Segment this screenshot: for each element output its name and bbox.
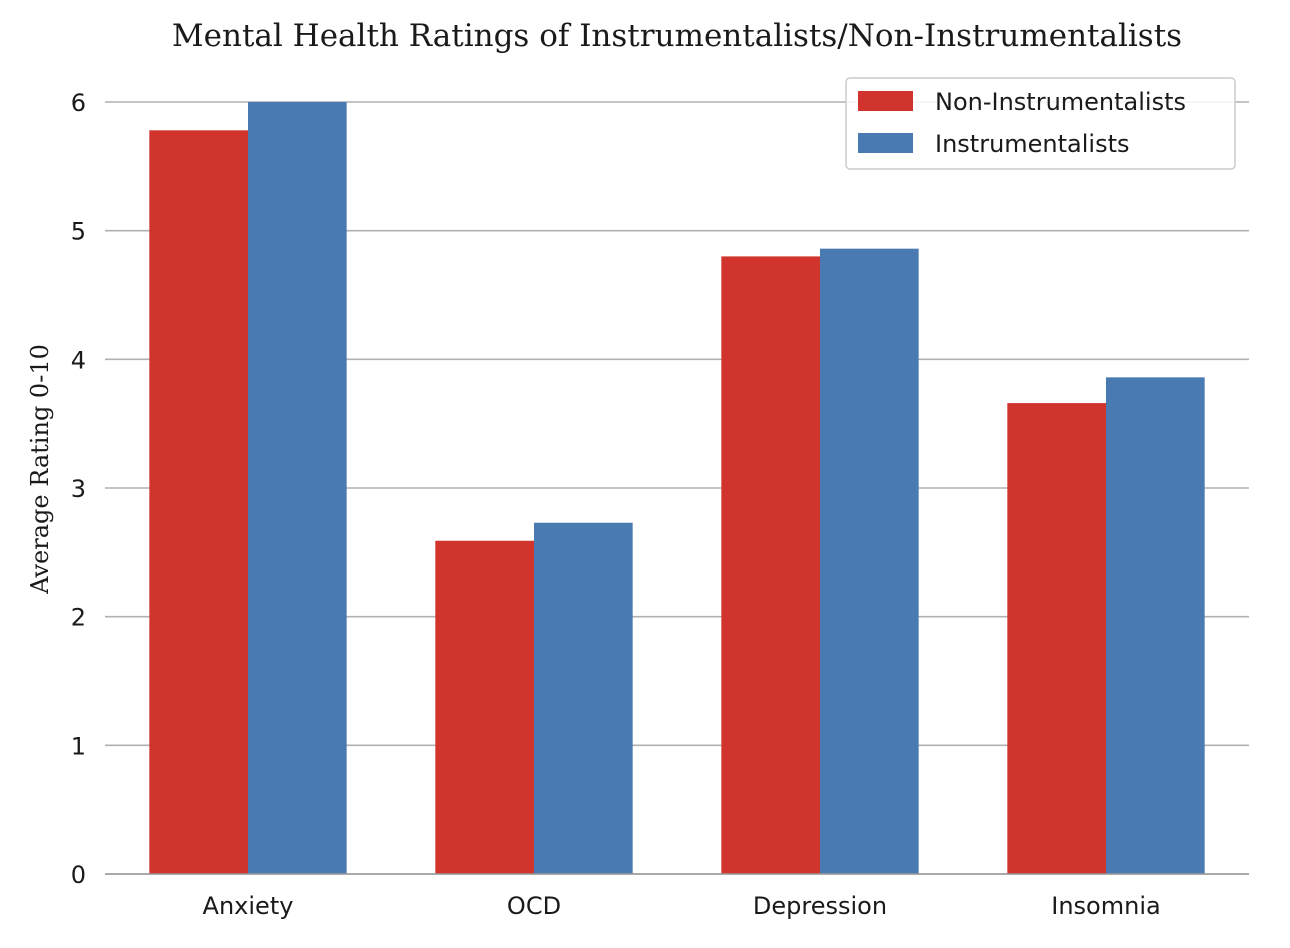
x-tick-label-depression: Depression: [753, 892, 887, 920]
y-tick-label-0: 0: [71, 861, 86, 889]
bar-ocd-non-instrumentalists: [435, 540, 534, 874]
x-tick-label-insomnia: Insomnia: [1051, 892, 1160, 920]
bar-insomnia-non-instrumentalists: [1007, 403, 1106, 874]
y-tick-label-3: 3: [71, 475, 86, 503]
y-tick-label-1: 1: [71, 732, 86, 760]
bars: [149, 102, 1205, 875]
legend-label-non-instrumentalists: Non-Instrumentalists: [935, 88, 1186, 116]
legend-swatch-instrumentalists: [858, 133, 913, 153]
y-axis-ticks: 0 1 2 3 4 5 6: [71, 89, 86, 889]
bar-depression-instrumentalists: [820, 248, 919, 874]
y-tick-label-4: 4: [71, 346, 86, 374]
x-axis-ticks: Anxiety OCD Depression Insomnia: [105, 873, 1249, 920]
legend-label-instrumentalists: Instrumentalists: [935, 130, 1130, 158]
bar-depression-non-instrumentalists: [721, 256, 820, 874]
bar-ocd-instrumentalists: [534, 522, 633, 874]
bar-anxiety-instrumentalists: [248, 102, 347, 874]
bar-anxiety-non-instrumentalists: [149, 130, 248, 875]
x-tick-label-ocd: OCD: [507, 892, 561, 920]
x-tick-label-anxiety: Anxiety: [203, 892, 294, 920]
chart-title: Mental Health Ratings of Instrumentalist…: [172, 18, 1182, 54]
y-tick-label-2: 2: [71, 604, 86, 632]
y-tick-label-5: 5: [71, 218, 86, 246]
legend-box: [845, 77, 1236, 170]
bar-insomnia-instrumentalists: [1106, 377, 1205, 874]
legend-swatch-non-instrumentalists: [858, 91, 913, 111]
legend: Non-Instrumentalists Instrumentalists: [845, 77, 1236, 170]
y-tick-label-6: 6: [71, 89, 86, 117]
y-axis-label: Average Rating 0-10: [26, 344, 54, 595]
